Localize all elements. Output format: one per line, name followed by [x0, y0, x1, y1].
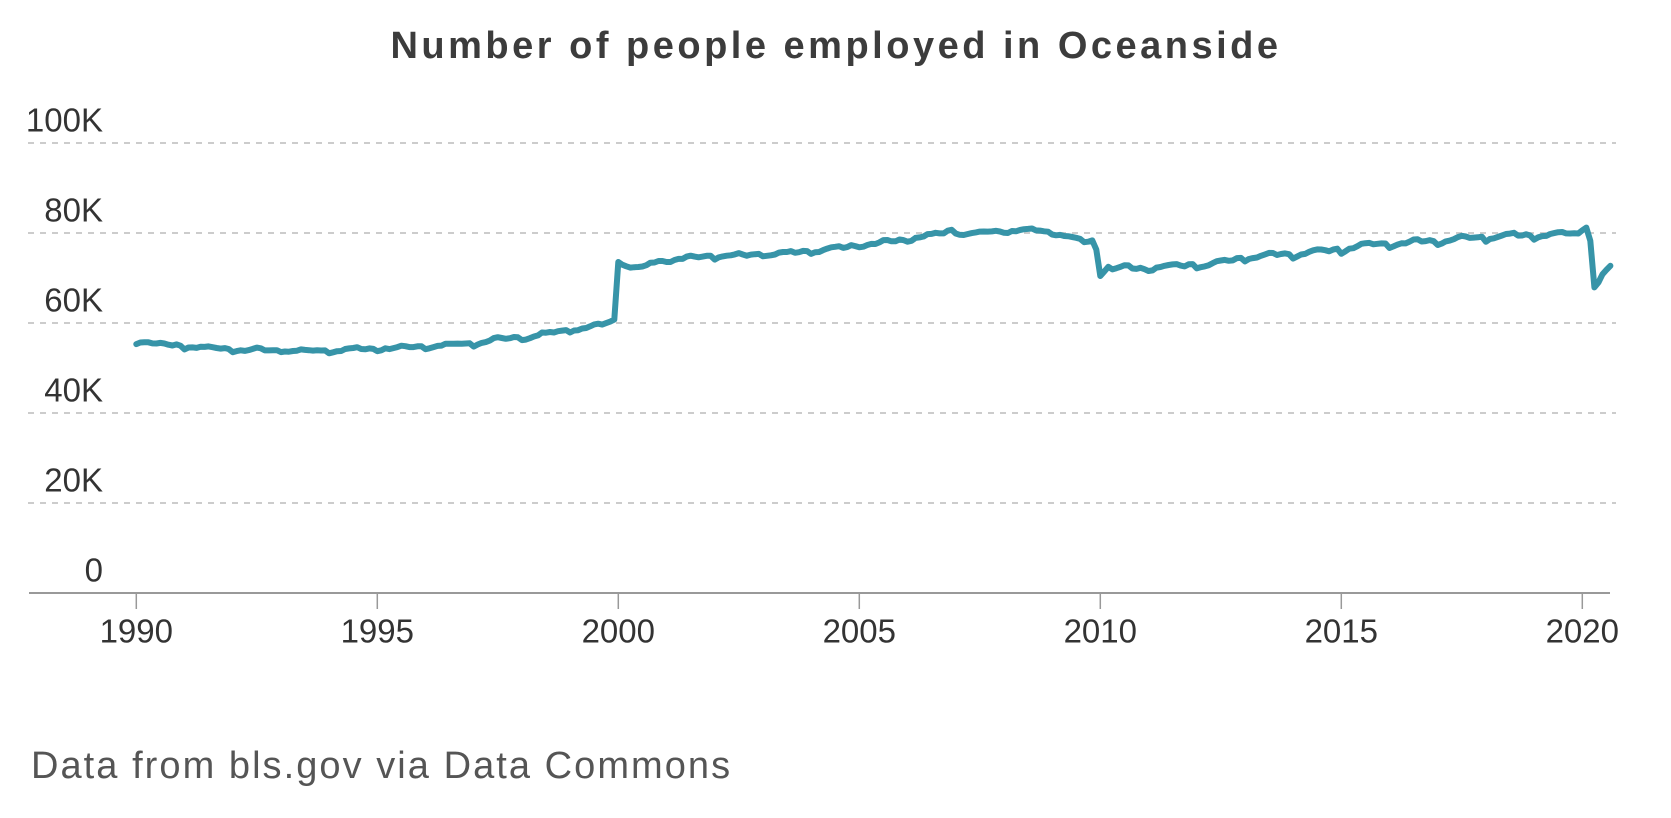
svg-text:20K: 20K [44, 462, 103, 499]
svg-text:60K: 60K [44, 282, 103, 319]
svg-text:Number of people employed in O: Number of people employed in Oceanside [390, 25, 1281, 67]
svg-text:100K: 100K [26, 102, 103, 139]
svg-text:2005: 2005 [823, 613, 896, 650]
svg-text:2010: 2010 [1064, 613, 1137, 650]
svg-text:80K: 80K [44, 192, 103, 229]
svg-text:Data from bls.gov via Data Com: Data from bls.gov via Data Commons [31, 745, 732, 787]
svg-text:1995: 1995 [341, 613, 414, 650]
svg-text:1990: 1990 [100, 613, 173, 650]
svg-text:0: 0 [85, 552, 103, 589]
svg-text:2020: 2020 [1546, 613, 1619, 650]
svg-text:2015: 2015 [1305, 613, 1378, 650]
svg-text:40K: 40K [44, 372, 103, 409]
svg-text:2000: 2000 [582, 613, 655, 650]
